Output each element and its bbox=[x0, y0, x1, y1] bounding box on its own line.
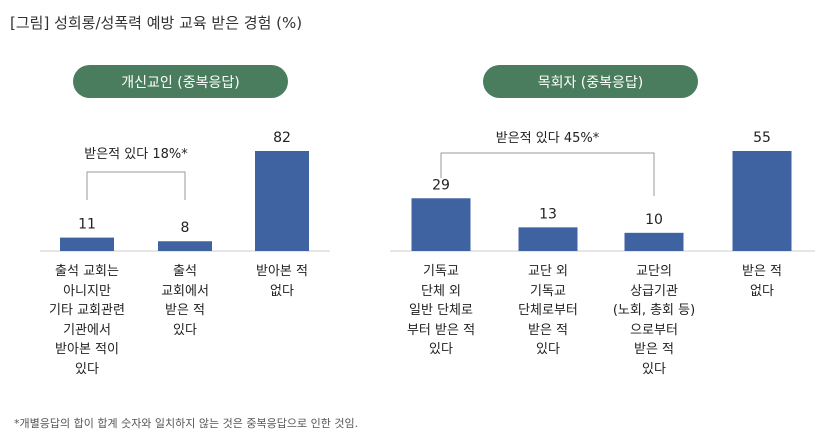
bar bbox=[255, 151, 309, 251]
category-label: 출석 교회는 아니지만 기타 교회관련 기관에서 받아본 적이 있다 bbox=[49, 264, 125, 377]
data-label: 82 bbox=[273, 130, 291, 146]
category-label: 교단의 상급기관 (노회, 총회 등) 으로부터 받은 적 있다 bbox=[612, 264, 696, 377]
category-label: 교단 외 기독교 단체로부터 받은 적 있다 bbox=[518, 264, 578, 357]
annotation: 받은적 있다 18%* bbox=[84, 147, 188, 162]
data-label: 10 bbox=[645, 212, 663, 228]
category-label: 받아본 적 없다 bbox=[256, 264, 308, 299]
bracket bbox=[440, 152, 655, 196]
bar bbox=[732, 151, 792, 251]
bar bbox=[518, 227, 578, 251]
bar bbox=[60, 237, 114, 251]
bar bbox=[411, 198, 471, 251]
bar bbox=[158, 241, 212, 251]
category-label: 기독교 단체 외 일반 단체로 부터 받은 적 있다 bbox=[406, 264, 476, 357]
annotation: 받은적 있다 45%* bbox=[496, 131, 600, 146]
figure-title: [그림] 성희롱/성폭력 예방 교육 받은 경험 (%) bbox=[10, 14, 303, 32]
data-label: 29 bbox=[432, 177, 450, 193]
data-label: 55 bbox=[753, 130, 771, 146]
bracket bbox=[86, 171, 186, 200]
chart-title-pastors: 목회자 (중복응답) bbox=[483, 65, 698, 98]
footnote: *개별응답의 합이 합계 숫자와 일치하지 않는 것은 중복응답으로 인한 것임… bbox=[14, 417, 359, 430]
chart-title-pastors-laity: 개신교인 (중복응답) bbox=[73, 65, 288, 98]
bar bbox=[624, 232, 684, 251]
category-label: 출석 교회에서 받은 적 있다 bbox=[161, 264, 209, 338]
data-label: 11 bbox=[78, 217, 96, 233]
data-label: 8 bbox=[181, 220, 190, 236]
data-label: 13 bbox=[539, 206, 557, 222]
category-label: 받은 적 없다 bbox=[741, 264, 783, 299]
